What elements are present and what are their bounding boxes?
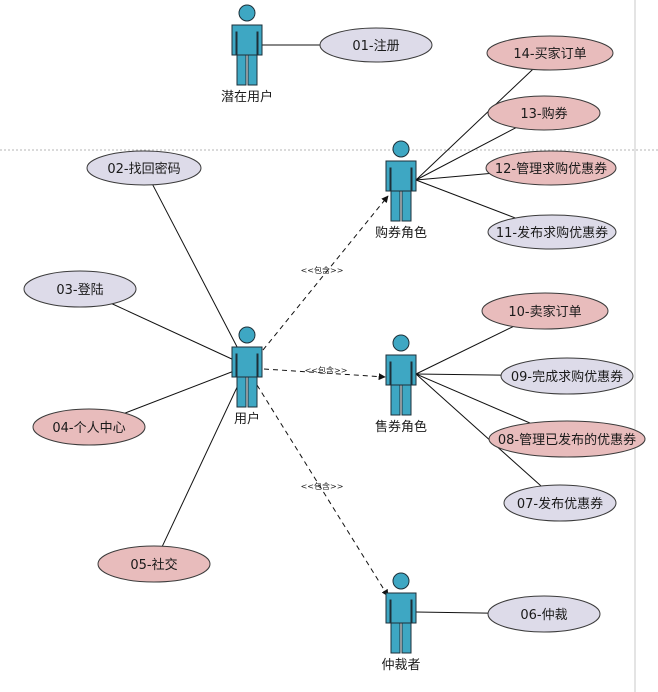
use-case-label: 13-购券 (520, 106, 567, 122)
actor-buyer[interactable]: 购券角色 (375, 140, 427, 241)
actor-potential[interactable]: 潜在用户 (221, 4, 273, 105)
use-case-ellipse (481, 292, 609, 330)
actor-arbiter[interactable]: 仲裁者 (381, 572, 421, 673)
use-case-ellipse (487, 595, 601, 633)
use-case-uc05[interactable]: 05-社交 (97, 545, 211, 583)
use-case-ellipse (488, 420, 646, 458)
use-case-uc07[interactable]: 07-发布优惠券 (503, 484, 617, 522)
include-stereotype-label: <<包含>> (305, 365, 348, 375)
association-buyer-uc12 (415, 172, 490, 181)
actor-figure-icon (385, 572, 417, 654)
use-case-label: 14-买家订单 (513, 46, 586, 62)
actor-seller[interactable]: 售券角色 (375, 334, 427, 435)
use-case-ellipse (487, 95, 601, 131)
use-case-ellipse (319, 27, 433, 63)
association-arbiter-uc06 (415, 611, 489, 614)
use-case-label: 06-仲裁 (520, 607, 567, 623)
use-case-label: 03-登陆 (56, 282, 103, 298)
use-case-ellipse (485, 150, 617, 186)
include-stereotype-label: <<包含>> (301, 481, 344, 491)
use-case-label: 08-管理已发布的优惠券 (498, 432, 636, 448)
use-case-uc10[interactable]: 10-卖家订单 (481, 292, 609, 330)
use-case-uc06[interactable]: 06-仲裁 (487, 595, 601, 633)
use-case-uc01[interactable]: 01-注册 (319, 27, 433, 63)
association-lines (111, 44, 542, 614)
use-case-ellipse (23, 270, 137, 308)
use-case-uc14[interactable]: 14-买家订单 (486, 35, 614, 71)
use-case-uc12[interactable]: 12-管理求购优惠券 (485, 150, 617, 186)
include-arrow-user-buyer (262, 195, 389, 351)
use-case-label: 04-个人中心 (52, 421, 125, 436)
use-case-label: 12-管理求购优惠券 (495, 161, 607, 177)
use-case-label: 01-注册 (352, 39, 399, 54)
use-case-ellipse (487, 214, 617, 250)
use-case-ellipse (97, 545, 211, 583)
actor-figure-icon (231, 4, 263, 86)
actor-figure-icon (385, 140, 417, 222)
association-seller-uc08 (415, 373, 531, 424)
actor-label: 用户 (234, 411, 260, 427)
use-case-ellipse (32, 408, 146, 446)
actor-figure-icon (231, 326, 263, 408)
use-case-uc11[interactable]: 11-发布求购优惠券 (487, 214, 617, 250)
use-case-label: 10-卖家订单 (508, 304, 581, 320)
use-case-label: 02-找回密码 (107, 161, 180, 177)
use-case-uc02[interactable]: 02-找回密码 (86, 150, 202, 186)
use-case-label: 11-发布求购优惠券 (496, 225, 608, 241)
association-buyer-uc11 (415, 179, 516, 219)
include-stereotype-label: <<包含>> (301, 265, 344, 275)
actor-label: 售券角色 (375, 419, 427, 435)
association-user-uc02 (152, 184, 248, 367)
actor-label: 购券角色 (375, 225, 427, 241)
association-user-uc04 (124, 365, 248, 414)
include-arrow-user-seller (263, 368, 386, 381)
use-case-ellipse (503, 484, 617, 522)
include-relations: <<包含>> <<包含>> <<包含>> (256, 195, 389, 597)
association-buyer-uc13 (415, 127, 517, 181)
actor-label: 仲裁者 (381, 657, 420, 673)
use-case-uc08[interactable]: 08-管理已发布的优惠券 (488, 420, 646, 458)
use-case-ellipse (86, 150, 202, 186)
use-case-label: 07-发布优惠券 (517, 496, 603, 512)
actor-figure-icon (385, 334, 417, 416)
use-case-uc09[interactable]: 09-完成求购优惠券 (500, 357, 634, 395)
use-case-label: 09-完成求购优惠券 (511, 369, 623, 385)
association-seller-uc10 (415, 326, 514, 375)
association-buyer-uc14 (415, 68, 534, 181)
use-case-uc04[interactable]: 04-个人中心 (32, 408, 146, 446)
actor-label: 潜在用户 (221, 89, 273, 105)
actor-user[interactable]: 用户 (231, 326, 263, 427)
use-case-ellipse (500, 357, 634, 395)
use-cases: 01-注册 02-找回密码 03-登陆 04-个人中心 05-社交 06-仲裁 07-发布优… (23, 27, 646, 633)
association-user-uc03 (111, 303, 248, 367)
association-seller-uc09 (415, 373, 502, 376)
use-case-uc13[interactable]: 13-购券 (487, 95, 601, 131)
use-case-ellipse (486, 35, 614, 71)
use-case-label: 05-社交 (130, 557, 177, 573)
use-case-uc03[interactable]: 03-登陆 (23, 270, 137, 308)
association-seller-uc07 (415, 373, 542, 487)
association-user-uc05 (161, 365, 248, 547)
